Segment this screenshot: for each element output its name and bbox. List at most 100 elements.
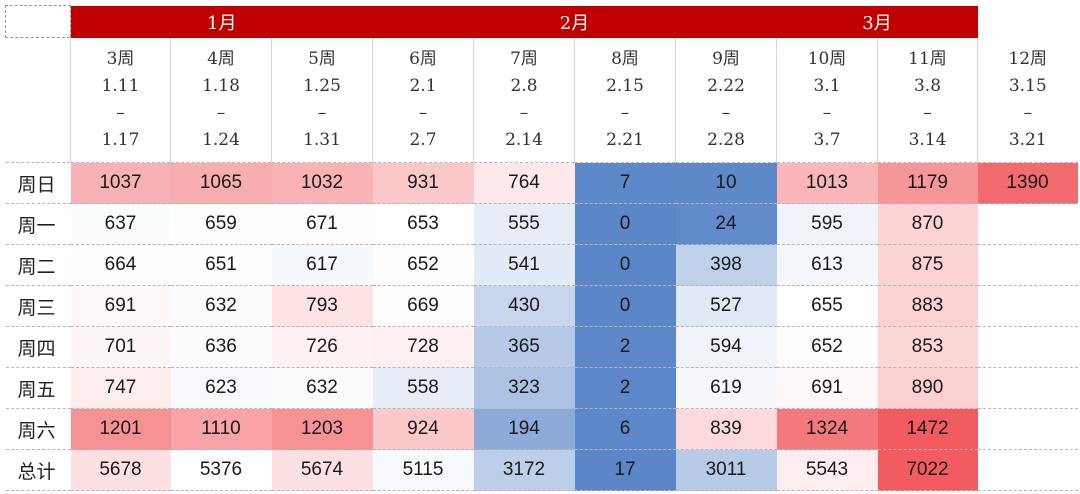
data-row: 周四 701 636 726 728 365 2 594 652 853 xyxy=(5,326,1078,368)
week-header-start: 1.18 xyxy=(202,75,240,96)
week-header-week: 12周 xyxy=(1008,48,1048,69)
heatmap-cell: 653 xyxy=(372,203,474,245)
heatmap-cell: 541 xyxy=(473,244,575,286)
week-header: 11周 3.8 – 3.14 xyxy=(877,37,978,163)
heatmap-cell: 1013 xyxy=(776,162,878,204)
heatmap-cell: 664 xyxy=(70,244,171,286)
data-row: 周六 1201 1110 1203 924 194 6 839 1324 1472 xyxy=(5,408,1078,450)
row-label: 周五 xyxy=(5,367,71,409)
data-row: 周三 691 632 793 669 430 0 527 655 883 xyxy=(5,285,1078,327)
week-header: 8周 2.15 – 2.21 xyxy=(574,37,676,163)
week-header: 5周 1.25 – 1.31 xyxy=(271,37,373,163)
heatmap-cell: 619 xyxy=(675,367,777,409)
week-header-week: 10周 xyxy=(807,48,847,69)
heatmap-cell: 632 xyxy=(271,367,373,409)
heatmap-cell: 17 xyxy=(574,449,676,491)
week-header-week: 5周 xyxy=(308,48,336,69)
month-feb: 2月 xyxy=(372,5,777,38)
heatmap-cell xyxy=(977,203,1078,245)
heatmap-cell: 323 xyxy=(473,367,575,409)
heatmap-cell: 594 xyxy=(675,326,777,368)
heatmap-cell: 637 xyxy=(70,203,171,245)
week-header-start: 3.1 xyxy=(813,75,841,96)
heatmap-cell: 1037 xyxy=(70,162,171,204)
heatmap-cell: 1065 xyxy=(170,162,272,204)
heatmap-cell: 931 xyxy=(372,162,474,204)
data-row: 总计 5678 5376 5674 5115 3172 17 3011 5543 7022 xyxy=(5,449,1078,491)
week-header-dash: – xyxy=(317,102,327,123)
week-header-start: 1.11 xyxy=(101,75,140,96)
heatmap-table: 1月 2月 3月 3周 1.11 – 1.17 4周 1.18 – 1.24 5周 1.25 – 1.… xyxy=(5,5,1078,491)
heatmap-cell: 636 xyxy=(170,326,272,368)
heatmap-cell: 793 xyxy=(271,285,373,327)
week-header-dash: – xyxy=(721,102,731,123)
row-label: 周六 xyxy=(5,408,71,450)
heatmap-cell: 652 xyxy=(776,326,878,368)
heatmap-cell: 1032 xyxy=(271,162,373,204)
heatmap-cell: 0 xyxy=(574,285,676,327)
heatmap-cell: 853 xyxy=(877,326,978,368)
heatmap-cell: 527 xyxy=(675,285,777,327)
data-row: 周日 1037 1065 1032 931 764 7 10 1013 1179 1390 xyxy=(5,162,1078,204)
heatmap-cell: 6 xyxy=(574,408,676,450)
heatmap-cell: 701 xyxy=(70,326,171,368)
heatmap-cell: 652 xyxy=(372,244,474,286)
heatmap-cell: 728 xyxy=(372,326,474,368)
heatmap-cell: 691 xyxy=(776,367,878,409)
row-label: 周二 xyxy=(5,244,71,286)
heatmap-cell: 5674 xyxy=(271,449,373,491)
heatmap-cell: 1324 xyxy=(776,408,878,450)
row-label: 总计 xyxy=(5,449,71,491)
heatmap-cell: 24 xyxy=(675,203,777,245)
week-header-dash: – xyxy=(116,102,125,123)
week-header-start: 3.15 xyxy=(1008,75,1047,96)
week-header-week: 11周 xyxy=(908,48,947,69)
week-header-start: 1.25 xyxy=(303,75,341,96)
heatmap-cell: 691 xyxy=(70,285,171,327)
heatmap-cell: 10 xyxy=(675,162,777,204)
heatmap-cell: 555 xyxy=(473,203,575,245)
heatmap-cell: 632 xyxy=(170,285,272,327)
week-header: 6周 2.1 – 2.7 xyxy=(372,37,474,163)
week-header-row: 3周 1.11 – 1.17 4周 1.18 – 1.24 5周 1.25 – 1.31 6周 2.1 – 2… xyxy=(6,37,1078,163)
heatmap-cell: 883 xyxy=(877,285,978,327)
heatmap-cell xyxy=(977,326,1078,368)
week-header-end: 2.28 xyxy=(707,129,745,150)
row-label: 周三 xyxy=(5,285,71,327)
heatmap-cell: 5376 xyxy=(170,449,272,491)
heatmap-cell: 875 xyxy=(877,244,978,286)
row-label: 周一 xyxy=(5,203,71,245)
week-header-start: 2.22 xyxy=(707,75,745,96)
month-empty-cell xyxy=(977,5,1078,38)
heatmap-cell: 5678 xyxy=(70,449,171,491)
week-header-start: 2.1 xyxy=(409,75,437,96)
week-header-week: 4周 xyxy=(207,48,235,69)
week-header-end: 1.24 xyxy=(202,129,240,150)
heatmap-cell: 5543 xyxy=(776,449,878,491)
week-header-start: 2.15 xyxy=(606,75,644,96)
week-corner-cell xyxy=(6,38,71,163)
week-header-week: 3周 xyxy=(106,48,135,69)
row-label: 周四 xyxy=(5,326,71,368)
heatmap-cell: 1201 xyxy=(70,408,171,450)
heatmap-cell: 7 xyxy=(574,162,676,204)
row-label: 周日 xyxy=(5,162,71,204)
heatmap-cell: 2 xyxy=(574,326,676,368)
week-header-week: 8周 xyxy=(611,48,639,69)
heatmap-cell: 747 xyxy=(70,367,171,409)
week-header-end: 3.21 xyxy=(1008,129,1047,150)
week-header-dash: – xyxy=(519,102,529,123)
corner-cell xyxy=(5,5,71,38)
month-header-row: 1月 2月 3月 xyxy=(5,5,1078,38)
week-header: 10周 3.1 – 3.7 xyxy=(776,37,878,163)
heatmap-cell: 623 xyxy=(170,367,272,409)
heatmap-cell: 194 xyxy=(473,408,575,450)
heatmap-cell: 764 xyxy=(473,162,575,204)
heatmap-cell: 1179 xyxy=(877,162,978,204)
month-mar: 3月 xyxy=(776,5,978,38)
heatmap-cell: 3011 xyxy=(675,449,777,491)
week-header-end: 2.21 xyxy=(606,129,644,150)
heatmap-cell: 558 xyxy=(372,367,474,409)
heatmap-cell: 924 xyxy=(372,408,474,450)
heatmap-cell: 595 xyxy=(776,203,878,245)
